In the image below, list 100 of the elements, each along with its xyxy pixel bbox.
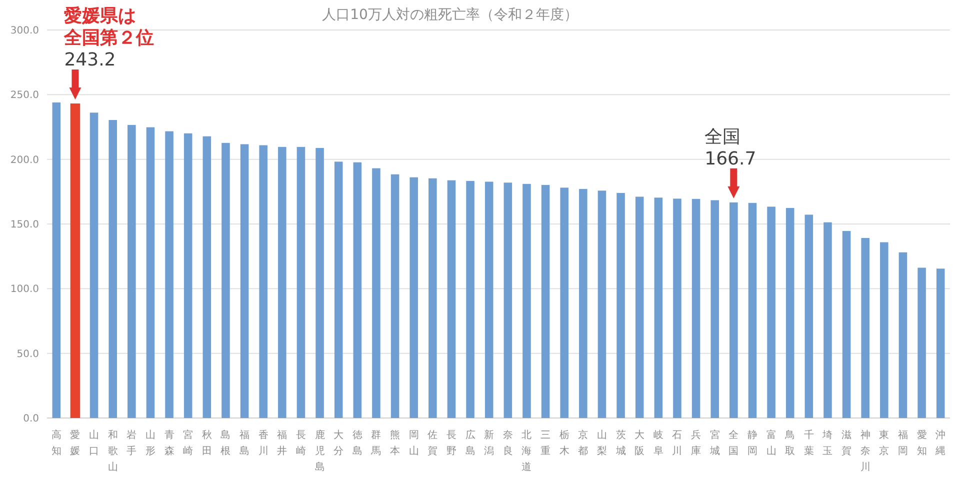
bar: [466, 180, 474, 418]
bar: [108, 120, 117, 418]
bar: [70, 103, 80, 418]
bar: [259, 145, 268, 418]
x-tick-label: 福井: [277, 429, 288, 457]
x-tick-label: 秋田: [202, 429, 212, 457]
bar: [484, 182, 494, 418]
bar: [316, 148, 324, 418]
x-tick-label: 奈良: [502, 430, 513, 457]
bar: [296, 146, 306, 418]
x-tick-label: 石川: [672, 430, 682, 457]
bar: [410, 177, 418, 418]
bar: [918, 268, 926, 418]
bar: [428, 178, 437, 418]
bar: [90, 112, 98, 418]
bar: [710, 200, 719, 418]
y-tick-label: 300.0: [10, 26, 39, 36]
x-tick-label: 宮城: [708, 429, 720, 457]
annotation: 全国第２位: [63, 27, 154, 48]
x-tick-label: 青森: [164, 429, 174, 457]
data-label: 243.2: [64, 49, 116, 70]
bar: [447, 180, 456, 418]
bar: [579, 188, 588, 418]
x-tick-label: 富山: [766, 429, 776, 457]
x-tick-label: 岩手: [126, 429, 137, 457]
x-tick-label: 岐阜: [653, 429, 664, 457]
bar: [184, 133, 192, 418]
y-tick-label: 200.0: [10, 154, 39, 166]
x-tick-label: 愛媛: [70, 429, 80, 457]
bar: [202, 136, 212, 418]
x-tick-label: 新潟: [484, 429, 494, 457]
bar: [334, 162, 343, 418]
x-tick-label: 京都: [578, 429, 588, 457]
x-tick-label: 広島: [465, 429, 476, 457]
x-tick-label: 東京: [879, 429, 890, 457]
bar: [240, 144, 249, 418]
x-tick-label: 山梨: [596, 429, 607, 457]
x-tick-label: 三重: [540, 430, 551, 457]
bar: [222, 142, 230, 418]
bar: [804, 214, 814, 418]
bar: [635, 196, 644, 418]
data-label: 166.7: [704, 148, 756, 170]
bar: [880, 242, 888, 418]
x-tick-label: 香川: [258, 429, 268, 457]
bar: [748, 202, 757, 418]
x-tick-label: 静岡: [747, 429, 758, 457]
bar: [673, 198, 682, 418]
bar: [898, 252, 908, 418]
x-tick-label: 茨城: [614, 429, 626, 457]
x-tick-label: 滋賀: [842, 429, 852, 457]
bar: [861, 238, 870, 418]
bar: [730, 202, 738, 418]
bar: [692, 198, 700, 418]
bar: [353, 162, 362, 418]
y-tick-label: 50.0: [16, 348, 39, 360]
x-tick-label: 全国: [728, 429, 739, 457]
bar: [390, 174, 400, 418]
bar: [165, 131, 174, 418]
bar: [541, 184, 550, 418]
bar: [372, 168, 380, 418]
bar: [936, 268, 945, 418]
x-tick-label: 兵庫: [691, 429, 702, 457]
x-tick-label: 愛知: [916, 429, 927, 457]
x-tick-label: 山口: [89, 429, 100, 457]
x-tick-label: 埼玉: [822, 429, 833, 457]
x-tick-label: 沖縄: [934, 429, 946, 457]
x-tick-label: 長野: [446, 430, 456, 457]
x-tick-label: 山形: [145, 429, 156, 457]
x-tick-label: 和歌山: [108, 429, 118, 473]
x-tick-label: 大阪: [634, 429, 645, 457]
bar: [278, 146, 286, 418]
x-tick-label: 徳島: [352, 430, 362, 457]
bar: [654, 198, 663, 418]
x-tick-label: 群馬: [370, 429, 382, 457]
x-tick-label: 千葉: [804, 429, 814, 457]
chart-title: 人口10万人対の粗死亡率（令和２年度）: [322, 7, 578, 23]
x-tick-label: 鹿児島: [314, 429, 325, 473]
x-tick-label: 高知: [51, 429, 62, 457]
bar: [767, 206, 776, 418]
x-tick-label: 福岡: [898, 429, 908, 457]
x-tick-label: 大分: [334, 429, 344, 457]
x-tick-label: 熊本: [390, 429, 400, 457]
bar: [128, 124, 136, 418]
x-tick-label: 神奈川: [860, 429, 870, 473]
bar: [504, 182, 512, 418]
x-tick-label: 島根: [220, 429, 231, 457]
bar: [52, 102, 61, 418]
bar: [560, 188, 568, 418]
bar: [598, 190, 606, 418]
bar: [616, 192, 625, 418]
bar: [786, 208, 794, 418]
x-tick-label: 佐賀: [428, 430, 438, 457]
x-tick-label: 福島: [240, 429, 250, 457]
bar: [522, 184, 531, 418]
y-tick-label: 250.0: [10, 90, 39, 102]
x-tick-label: 鳥取: [784, 429, 796, 457]
y-tick-label: 150.0: [10, 220, 39, 230]
y-tick-label: 0.0: [23, 414, 39, 424]
bar: [146, 127, 155, 418]
x-tick-label: 宮崎: [183, 429, 194, 457]
